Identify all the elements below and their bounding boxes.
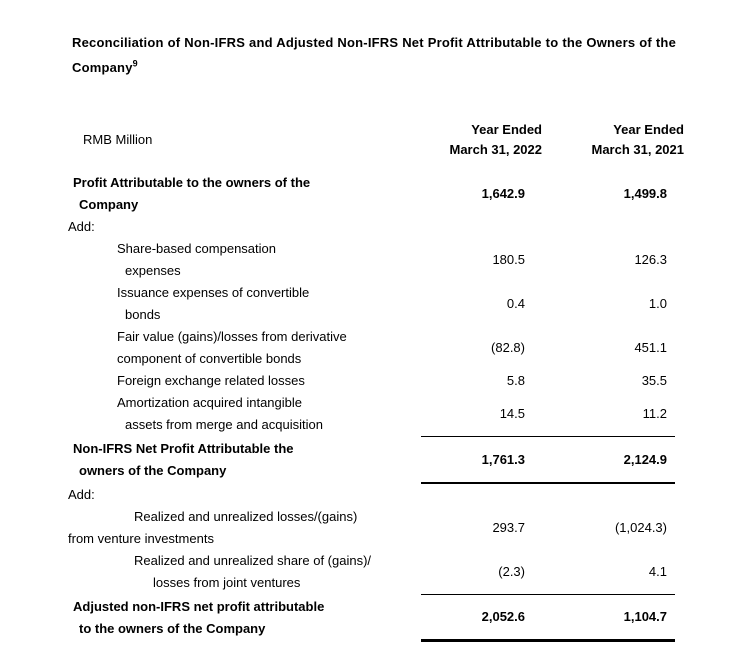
column-header-fy2022-line1: Year Ended [471, 122, 542, 137]
row-label-line: owners of the Company [79, 463, 227, 478]
table-row: Non-IFRS Net Profit Attributable the owne… [66, 436, 675, 484]
table-row: Issuance expenses of convertible bonds 0.4… [66, 282, 675, 326]
row-label-line: expenses [125, 263, 181, 278]
value-fy2022: 1,761.3 [481, 451, 525, 467]
row-label-line: Issuance expenses of convertible [117, 285, 310, 300]
table-header-row: RMB Million Year Ended March 31, 2022 Ye… [66, 116, 684, 164]
row-label-line: component of convertible bonds [117, 351, 302, 366]
row-label: Realized and unrealized losses/(gains) fr… [66, 506, 421, 550]
column-header-fy2021-line1: Year Ended [613, 122, 684, 137]
row-values: 180.5 126.3 [421, 249, 675, 271]
value-fy2021: 11.2 [642, 406, 667, 421]
section-label-row: Add: [66, 216, 675, 238]
row-label: Non-IFRS Net Profit Attributable the owne… [66, 438, 421, 482]
row-label-line: Add: [68, 219, 95, 234]
column-header-fy2021: Year Ended March 31, 2021 [558, 120, 692, 160]
value-fy2021: 451.1 [634, 340, 667, 355]
row-label-line: Fair value (gains)/losses from derivativ… [117, 329, 347, 344]
document-title: Reconciliation of Non-IFRS and Adjusted … [72, 30, 676, 80]
row-label-line: bonds [125, 307, 161, 322]
row-label: Amortization acquired intangible assets f… [66, 392, 421, 436]
value-fy2021: 2,124.9 [623, 451, 667, 467]
row-label: Add: [66, 484, 421, 506]
row-values: 2,052.6 1,104.7 [421, 594, 675, 642]
value-fy2021: 1,499.8 [623, 186, 667, 201]
reconciliation-table: RMB Million Year Ended March 31, 2022 Ye… [66, 116, 684, 642]
table-row: Amortization acquired intangible assets f… [66, 392, 675, 436]
table-row: Fair value (gains)/losses from derivativ… [66, 326, 675, 370]
row-label-line: Profit Attributable to the owners of the [73, 175, 311, 190]
table-row: Foreign exchange related losses 5.8 35.5 [66, 370, 675, 392]
value-fy2022: (82.8) [491, 340, 525, 355]
value-fy2021: 1,104.7 [623, 609, 667, 624]
row-label: Issuance expenses of convertible bonds [66, 282, 421, 326]
value-fy2021: 4.1 [648, 564, 667, 579]
row-values: 1,761.3 2,124.9 [421, 436, 675, 484]
row-label-line: Realized and unrealized share of (gains)… [134, 553, 372, 568]
row-label: Adjusted non-IFRS net profit attributabl… [66, 596, 421, 640]
value-fy2021: (1,024.3) [614, 520, 667, 535]
column-header-fy2021-line2: March 31, 2021 [591, 142, 684, 157]
unit-label: RMB Million [83, 132, 153, 147]
value-fy2022: 1,642.9 [481, 186, 525, 201]
row-label: Realized and unrealized share of (gains)… [66, 550, 421, 594]
column-header-fy2022: Year Ended March 31, 2022 [438, 120, 554, 160]
table-row: Realized and unrealized losses/(gains) fr… [66, 506, 675, 550]
row-values: (82.8) 451.1 [421, 337, 675, 359]
row-values: 5.8 35.5 [421, 370, 675, 392]
value-fy2022: 0.4 [506, 296, 525, 311]
table-row: Adjusted non-IFRS net profit attributabl… [66, 594, 675, 642]
row-values: 293.7 (1,024.3) [421, 517, 675, 539]
row-label-line: assets from merge and acquisition [125, 417, 323, 432]
row-label-line: Share-based compensation [117, 241, 276, 256]
row-values: 0.4 1.0 [421, 293, 675, 315]
row-label-line: Company [79, 197, 139, 212]
row-label: Share-based compensation expenses [66, 238, 421, 282]
row-label-line: Non-IFRS Net Profit Attributable the [73, 441, 294, 456]
table-body: Profit Attributable to the owners of the… [66, 172, 675, 642]
value-fy2022: 5.8 [506, 373, 525, 388]
row-label-line: Foreign exchange related losses [117, 373, 305, 388]
value-fy2022: 14.5 [499, 406, 525, 421]
row-label-line: to the owners of the Company [79, 621, 266, 636]
row-label-line: Adjusted non-IFRS net profit attributabl… [73, 599, 325, 614]
table-row: Profit Attributable to the owners of the… [66, 172, 675, 216]
row-values: 14.5 11.2 [421, 403, 675, 425]
row-label-line: losses from joint ventures [153, 575, 301, 590]
document-title-text: Reconciliation of Non-IFRS and Adjusted … [72, 35, 676, 75]
footnote-reference: 9 [132, 58, 138, 69]
row-label: Profit Attributable to the owners of the… [66, 172, 421, 216]
value-fy2022: (2.3) [498, 564, 525, 579]
value-fy2022: 293.7 [492, 520, 525, 535]
header-values: Year Ended March 31, 2022 Year Ended Mar… [438, 120, 692, 160]
row-label: Foreign exchange related losses [66, 370, 421, 392]
value-fy2021: 126.3 [634, 252, 667, 267]
row-values: (2.3) 4.1 [421, 561, 675, 583]
table-row: Realized and unrealized share of (gains)… [66, 550, 675, 594]
value-fy2022: 180.5 [492, 252, 525, 267]
value-fy2021: 1.0 [648, 296, 667, 311]
row-label-line: from venture investments [68, 531, 214, 546]
row-values: 1,642.9 1,499.8 [421, 183, 675, 205]
row-label-line: Amortization acquired intangible [117, 395, 302, 410]
column-header-fy2022-line2: March 31, 2022 [449, 142, 542, 157]
row-label-line: Add: [68, 487, 95, 502]
section-label-row: Add: [66, 484, 675, 506]
row-label-line: Realized and unrealized losses/(gains) [134, 509, 358, 524]
value-fy2021: 35.5 [641, 373, 667, 388]
row-label: Fair value (gains)/losses from derivativ… [66, 326, 421, 370]
value-fy2022: 2,052.6 [481, 609, 525, 624]
row-label: Add: [66, 216, 421, 238]
table-row: Share-based compensation expenses 180.5 126… [66, 238, 675, 282]
